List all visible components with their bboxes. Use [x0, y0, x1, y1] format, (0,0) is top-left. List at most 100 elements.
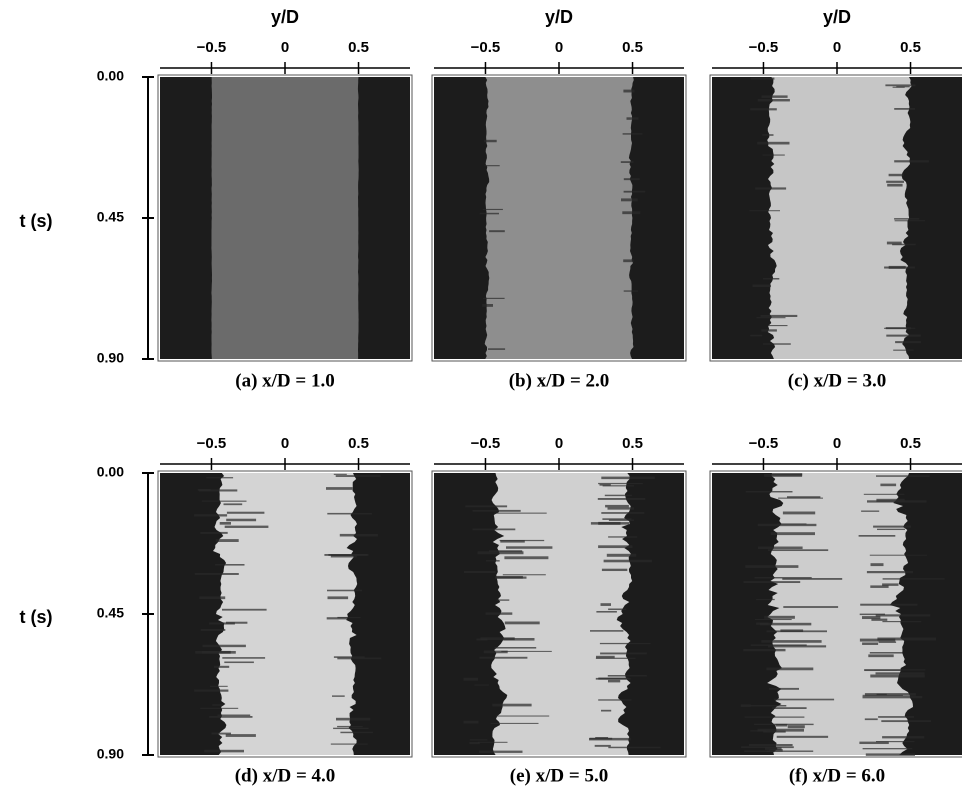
- image-streak: [787, 725, 805, 729]
- image-streak: [776, 735, 829, 738]
- image-streak: [878, 641, 897, 643]
- image-streak: [600, 603, 611, 606]
- image-streak: [194, 689, 229, 692]
- image-streak: [224, 661, 254, 664]
- image-streak: [748, 744, 793, 747]
- image-streak: [212, 704, 224, 706]
- image-streak: [745, 491, 793, 493]
- image-streak: [766, 630, 827, 633]
- image-streak: [608, 746, 661, 749]
- image-streak: [595, 737, 609, 739]
- image-streak: [594, 744, 611, 747]
- image-streak: [601, 709, 612, 712]
- image-streak: [859, 613, 885, 616]
- x-tick-label: 0: [281, 39, 289, 56]
- image-streak: [621, 198, 638, 202]
- image-streak: [326, 617, 348, 620]
- image-streak: [486, 560, 500, 562]
- image-streak: [590, 630, 624, 632]
- image-streak: [477, 741, 508, 743]
- image-streak: [756, 598, 775, 601]
- image-streak: [608, 608, 627, 611]
- image-streak: [743, 581, 801, 584]
- image-streak: [782, 578, 843, 580]
- image-streak: [485, 612, 513, 615]
- panel: [709, 470, 962, 758]
- image-streak: [219, 522, 231, 525]
- image-streak: [607, 507, 635, 510]
- x-tick-label: −0.5: [197, 39, 227, 56]
- image-streak: [862, 695, 923, 699]
- image-streak: [336, 717, 371, 721]
- image-streak: [759, 622, 812, 626]
- x-tick-label: 0.5: [622, 39, 643, 56]
- image-streak: [750, 705, 787, 707]
- image-streak: [862, 642, 879, 645]
- image-streak: [598, 699, 632, 701]
- image-streak: [500, 540, 525, 543]
- image-streak: [782, 511, 816, 515]
- image-streak: [482, 304, 493, 307]
- image-streak: [195, 651, 236, 654]
- image-streak: [600, 652, 647, 655]
- image-streak: [622, 133, 643, 135]
- image-streak: [606, 553, 637, 557]
- image-streak: [884, 327, 916, 329]
- image-streak: [495, 576, 527, 579]
- x-axis-label: y/D: [271, 7, 299, 27]
- image-streak: [877, 637, 937, 641]
- x-tick-label: −0.5: [471, 39, 501, 56]
- image-streak: [623, 89, 635, 93]
- image-streak: [333, 656, 365, 658]
- image-streak: [328, 554, 368, 556]
- image-streak: [762, 343, 791, 345]
- image-streak: [750, 77, 775, 80]
- image-streak: [226, 621, 248, 624]
- image-streak: [337, 725, 363, 728]
- image-streak: [601, 476, 655, 480]
- image-streak: [482, 208, 503, 211]
- image-streak: [749, 210, 780, 212]
- image-streak: [880, 483, 897, 487]
- image-streak: [881, 720, 932, 723]
- image-streak: [858, 535, 896, 537]
- image-streak: [863, 493, 905, 495]
- image-streak: [875, 672, 925, 675]
- image-streak: [330, 554, 357, 558]
- y-axis-label: t (s): [20, 607, 53, 627]
- image-streak: [744, 750, 775, 753]
- image-streak: [762, 134, 774, 136]
- y-tick-label: 0.90: [97, 350, 124, 366]
- image-streak: [769, 749, 783, 752]
- image-streak: [756, 317, 786, 319]
- image-streak: [337, 616, 361, 619]
- x-tick-label: 0.5: [622, 435, 643, 452]
- image-streak: [479, 750, 523, 753]
- image-streak: [869, 652, 903, 654]
- image-streak: [472, 509, 521, 512]
- image-streak: [202, 644, 246, 648]
- image-streak: [620, 161, 634, 163]
- image-streak: [744, 716, 805, 718]
- image-streak: [864, 718, 878, 721]
- image-streak: [495, 715, 550, 717]
- image-streak: [768, 325, 788, 327]
- image-streak: [864, 693, 916, 696]
- image-core: [211, 77, 359, 359]
- image-streak: [226, 511, 265, 514]
- x-tick-label: 0: [555, 435, 563, 452]
- image-streak: [871, 618, 888, 621]
- image-streak: [623, 178, 640, 181]
- image-streak: [882, 578, 945, 580]
- image-core: [767, 473, 913, 755]
- image-streak: [741, 746, 794, 749]
- image-streak: [764, 615, 795, 619]
- x-tick-label: 0: [555, 39, 563, 56]
- image-streak: [501, 650, 552, 652]
- image-streak: [194, 573, 239, 575]
- x-tick-label: −0.5: [471, 435, 501, 452]
- image-streak: [463, 677, 479, 681]
- image-streak: [209, 622, 235, 625]
- image-streak: [892, 243, 916, 246]
- image-streak: [866, 571, 913, 574]
